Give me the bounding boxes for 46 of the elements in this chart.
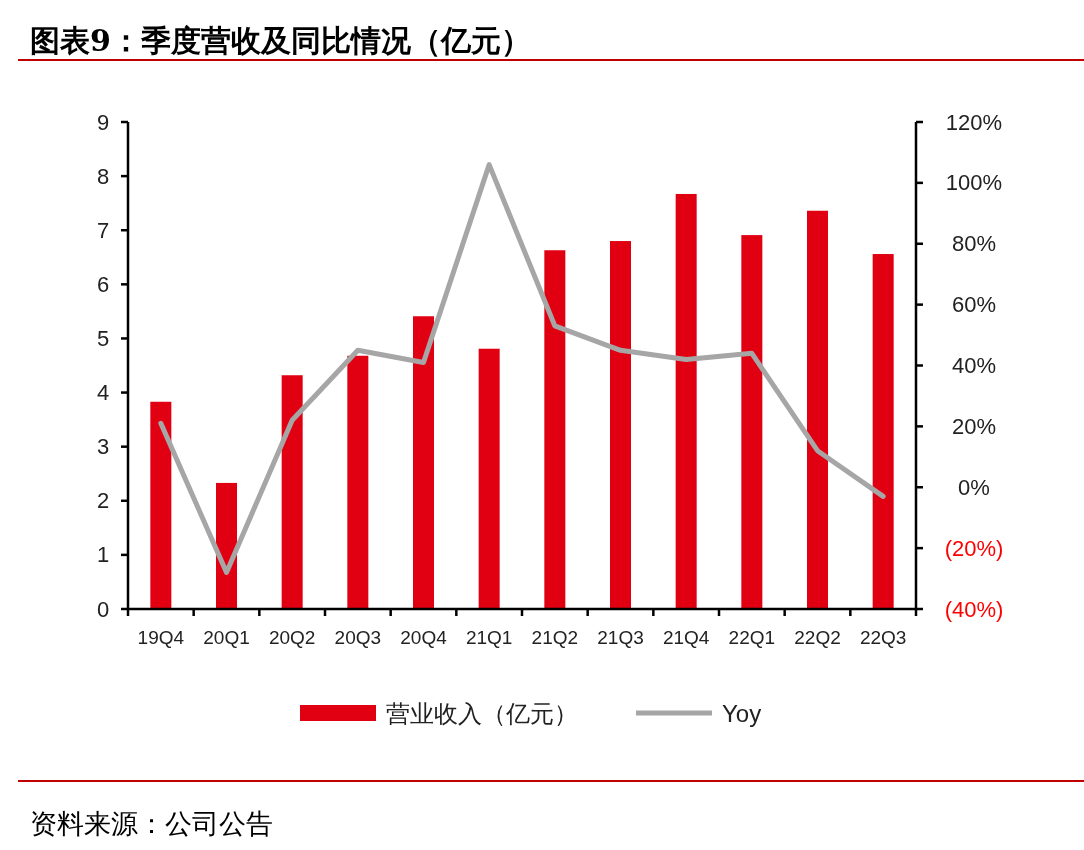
bar bbox=[741, 235, 763, 609]
x-tick-label: 20Q4 bbox=[400, 627, 448, 648]
y-tick-label: 1 bbox=[96, 542, 110, 568]
x-tick-label: 20Q2 bbox=[268, 627, 316, 648]
x-tick-label: 21Q2 bbox=[531, 627, 579, 648]
bar bbox=[806, 210, 829, 609]
bar bbox=[150, 401, 172, 609]
y-tick-label: 8 bbox=[96, 163, 110, 189]
y2-tick-label: 60% bbox=[951, 292, 997, 318]
y2-tick-label: (20%) bbox=[944, 535, 1004, 561]
x-tick-label: 22Q1 bbox=[728, 627, 776, 648]
y2-tick-label: 80% bbox=[951, 231, 997, 257]
text: 资料来源：公司公告 bbox=[30, 807, 273, 839]
y-tick-label: 4 bbox=[96, 380, 110, 406]
x-tick-label: 21Q4 bbox=[662, 627, 710, 648]
y-tick-label: 5 bbox=[96, 325, 110, 351]
x-tick-label: 22Q2 bbox=[794, 627, 841, 648]
y2-tick-label: 0% bbox=[958, 474, 990, 500]
bar bbox=[675, 193, 697, 609]
x-tick-label: 20Q1 bbox=[203, 627, 250, 648]
bar bbox=[412, 316, 435, 609]
y-tick-label: 6 bbox=[96, 271, 110, 297]
y2-tick-label: 40% bbox=[951, 353, 997, 378]
chart-title: 图表9：季度营收及同比情况（亿元） bbox=[30, 22, 531, 58]
y-tick-label: 2 bbox=[96, 488, 110, 514]
legend-label: Yoy bbox=[722, 699, 762, 727]
y-tick-label: 7 bbox=[96, 217, 110, 243]
bar bbox=[347, 355, 369, 609]
x-tick-label: 20Q3 bbox=[334, 627, 382, 648]
y-tick-label: 9 bbox=[96, 109, 110, 135]
bar bbox=[872, 254, 894, 609]
x-tick-label: 19Q4 bbox=[137, 627, 185, 648]
y-tick-label: 0 bbox=[96, 596, 110, 622]
y2-tick-label: (40%) bbox=[944, 596, 1004, 622]
bar bbox=[609, 241, 632, 609]
y2-tick-label: 100% bbox=[945, 170, 1003, 196]
x-tick-label: 21Q1 bbox=[465, 627, 513, 648]
y2-tick-label: 20% bbox=[951, 413, 997, 439]
x-tick-label: 21Q3 bbox=[597, 627, 644, 648]
y-tick-label: 3 bbox=[96, 434, 110, 460]
x-tick-label: 22Q3 bbox=[859, 627, 907, 648]
bar bbox=[281, 375, 303, 609]
legend-label: 营业收入（亿元） bbox=[386, 699, 578, 727]
bar bbox=[544, 250, 566, 609]
bar bbox=[478, 348, 500, 609]
y2-tick-label: 120% bbox=[945, 109, 1003, 135]
